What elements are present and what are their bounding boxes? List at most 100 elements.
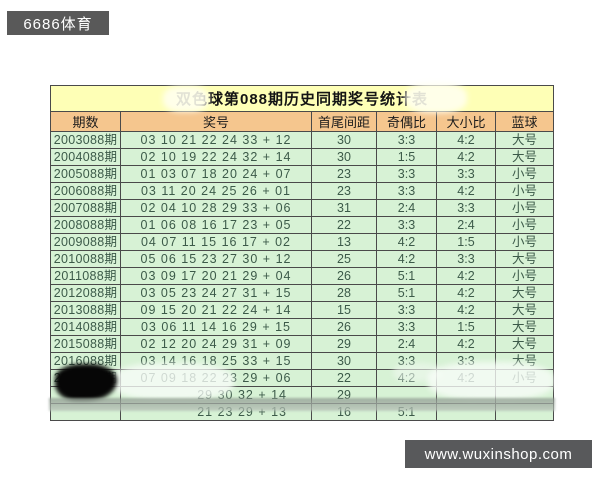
cell-span: 16 bbox=[311, 403, 377, 421]
cell-span: 25 bbox=[311, 250, 377, 268]
cell-period: 2016088期 bbox=[50, 352, 121, 370]
cell-span: 28 bbox=[311, 284, 377, 302]
cell-big-small-ratio: 4:2 bbox=[436, 369, 496, 387]
cell-span: 23 bbox=[311, 182, 377, 200]
cell-big-small-ratio: 2:4 bbox=[436, 216, 496, 234]
cell-winning-numbers: 07 09 18 22 23 29 + 06 bbox=[120, 369, 312, 387]
site-logo: 6686体育 bbox=[7, 11, 109, 35]
cell-odd-even-ratio: 5:1 bbox=[376, 267, 437, 285]
cell-big-small-ratio bbox=[436, 403, 496, 421]
cell-odd-even-ratio: 3:3 bbox=[376, 352, 437, 370]
cell-period: 2006088期 bbox=[50, 182, 121, 200]
cell-winning-numbers: 01 06 08 16 17 23 + 05 bbox=[120, 216, 312, 234]
cell-winning-numbers: 21 23 29 + 13 bbox=[120, 403, 312, 421]
cell-odd-even-ratio: 3:3 bbox=[376, 165, 437, 183]
cell-blue-ball: 小号 bbox=[495, 182, 554, 200]
cell-big-small-ratio: 4:2 bbox=[436, 267, 496, 285]
table-row: 2017088期 07 09 18 22 23 29 + 06 22 4:2 4… bbox=[50, 369, 554, 387]
cell-blue-ball bbox=[495, 386, 554, 404]
cell-odd-even-ratio bbox=[376, 386, 437, 404]
cell-winning-numbers: 03 06 11 14 16 29 + 15 bbox=[120, 318, 312, 336]
cell-span: 31 bbox=[311, 199, 377, 217]
cell-winning-numbers: 04 07 11 15 16 17 + 02 bbox=[120, 233, 312, 251]
cell-blue-ball: 小号 bbox=[495, 233, 554, 251]
cell-odd-even-ratio: 3:3 bbox=[376, 301, 437, 319]
cell-odd-even-ratio: 3:3 bbox=[376, 318, 437, 336]
lottery-history-table: 双色球第088期历史同期奖号统计表 期数 奖号 首尾间距 奇偶比 大小比 蓝球 … bbox=[50, 85, 554, 421]
table-row: 21 23 29 + 13 16 5:1 bbox=[50, 403, 554, 421]
table-row: 2014088期 03 06 11 14 16 29 + 15 26 3:3 1… bbox=[50, 318, 554, 336]
cell-winning-numbers: 02 12 20 24 29 31 + 09 bbox=[120, 335, 312, 353]
cell-span: 13 bbox=[311, 233, 377, 251]
cell-period: 2013088期 bbox=[50, 301, 121, 319]
table-row: 29 30 32 + 14 29 bbox=[50, 386, 554, 404]
cell-blue-ball: 小号 bbox=[495, 369, 554, 387]
table-row: 2009088期 04 07 11 15 16 17 + 02 13 4:2 1… bbox=[50, 233, 554, 251]
cell-winning-numbers: 05 06 15 23 27 30 + 12 bbox=[120, 250, 312, 268]
table-title-row: 双色球第088期历史同期奖号统计表 bbox=[50, 85, 554, 112]
cell-span: 15 bbox=[311, 301, 377, 319]
watermark-bar: www.wuxinshop.com bbox=[405, 440, 592, 468]
col-header-numbers: 奖号 bbox=[120, 111, 312, 132]
cell-winning-numbers: 03 14 16 18 25 33 + 15 bbox=[120, 352, 312, 370]
cell-odd-even-ratio: 5:1 bbox=[376, 284, 437, 302]
table-row: 2005088期 01 03 07 18 20 24 + 07 23 3:3 3… bbox=[50, 165, 554, 183]
cell-blue-ball bbox=[495, 403, 554, 421]
cell-big-small-ratio: 4:2 bbox=[436, 301, 496, 319]
watermark-url: www.wuxinshop.com bbox=[424, 445, 573, 463]
cell-blue-ball: 大号 bbox=[495, 352, 554, 370]
table-title: 双色球第088期历史同期奖号统计表 bbox=[50, 85, 554, 112]
cell-period: 2014088期 bbox=[50, 318, 121, 336]
cell-winning-numbers: 03 11 20 24 25 26 + 01 bbox=[120, 182, 312, 200]
cell-winning-numbers: 29 30 32 + 14 bbox=[120, 386, 312, 404]
cell-period: 2008088期 bbox=[50, 216, 121, 234]
cell-big-small-ratio: 3:3 bbox=[436, 199, 496, 217]
table-row: 2010088期 05 06 15 23 27 30 + 12 25 4:2 3… bbox=[50, 250, 554, 268]
col-header-odd-even: 奇偶比 bbox=[376, 111, 437, 132]
cell-blue-ball: 小号 bbox=[495, 267, 554, 285]
cell-span: 22 bbox=[311, 216, 377, 234]
table-row: 2013088期 09 15 20 21 22 24 + 14 15 3:3 4… bbox=[50, 301, 554, 319]
cell-period: 2009088期 bbox=[50, 233, 121, 251]
cell-big-small-ratio: 4:2 bbox=[436, 284, 496, 302]
table-row: 2008088期 01 06 08 16 17 23 + 05 22 3:3 2… bbox=[50, 216, 554, 234]
cell-span: 29 bbox=[311, 386, 377, 404]
cell-period: 2010088期 bbox=[50, 250, 121, 268]
table-row: 2012088期 03 05 23 24 27 31 + 15 28 5:1 4… bbox=[50, 284, 554, 302]
cell-span: 26 bbox=[311, 318, 377, 336]
table-row: 2007088期 02 04 10 28 29 33 + 06 31 2:4 3… bbox=[50, 199, 554, 217]
cell-span: 26 bbox=[311, 267, 377, 285]
cell-winning-numbers: 02 04 10 28 29 33 + 06 bbox=[120, 199, 312, 217]
cell-span: 30 bbox=[311, 131, 377, 149]
cell-span: 29 bbox=[311, 335, 377, 353]
cell-winning-numbers: 03 09 17 20 21 29 + 04 bbox=[120, 267, 312, 285]
cell-period: 2007088期 bbox=[50, 199, 121, 217]
cell-blue-ball: 大号 bbox=[495, 318, 554, 336]
cell-period: 2011088期 bbox=[50, 267, 121, 285]
cell-span: 22 bbox=[311, 369, 377, 387]
cell-blue-ball: 大号 bbox=[495, 335, 554, 353]
cell-big-small-ratio: 1:5 bbox=[436, 233, 496, 251]
cell-period: 2004088期 bbox=[50, 148, 121, 166]
cell-big-small-ratio: 3:3 bbox=[436, 250, 496, 268]
cell-winning-numbers: 01 03 07 18 20 24 + 07 bbox=[120, 165, 312, 183]
table-row: 2015088期 02 12 20 24 29 31 + 09 29 2:4 4… bbox=[50, 335, 554, 353]
col-header-span: 首尾间距 bbox=[311, 111, 377, 132]
cell-blue-ball: 大号 bbox=[495, 301, 554, 319]
cell-winning-numbers: 03 05 23 24 27 31 + 15 bbox=[120, 284, 312, 302]
cell-blue-ball: 大号 bbox=[495, 148, 554, 166]
cell-period: 2003088期 bbox=[50, 131, 121, 149]
cell-period bbox=[50, 403, 121, 421]
cell-big-small-ratio: 4:2 bbox=[436, 182, 496, 200]
cell-winning-numbers: 09 15 20 21 22 24 + 14 bbox=[120, 301, 312, 319]
table-row: 2003088期 03 10 21 22 24 33 + 12 30 3:3 4… bbox=[50, 131, 554, 149]
cell-big-small-ratio: 1:5 bbox=[436, 318, 496, 336]
site-logo-text: 6686体育 bbox=[23, 15, 93, 33]
cell-odd-even-ratio: 5:1 bbox=[376, 403, 437, 421]
cell-blue-ball: 小号 bbox=[495, 165, 554, 183]
cell-blue-ball: 大号 bbox=[495, 131, 554, 149]
cell-odd-even-ratio: 2:4 bbox=[376, 199, 437, 217]
cell-period: 2017088期 bbox=[50, 369, 121, 387]
cell-blue-ball: 小号 bbox=[495, 216, 554, 234]
cell-big-small-ratio: 4:2 bbox=[436, 131, 496, 149]
